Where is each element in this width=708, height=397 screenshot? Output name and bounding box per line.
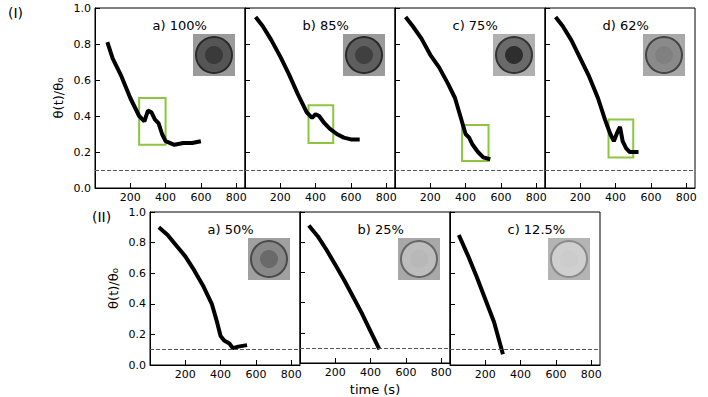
svg-text:(II): (II) <box>92 209 111 225</box>
svg-text:c) 12.5%: c) 12.5% <box>508 222 566 237</box>
svg-text:800: 800 <box>581 368 602 381</box>
svg-text:400: 400 <box>305 191 326 204</box>
svg-text:600: 600 <box>395 366 416 379</box>
svg-text:200: 200 <box>120 191 141 204</box>
svg-text:1.0: 1.0 <box>74 2 92 15</box>
svg-text:0.0: 0.0 <box>129 359 147 372</box>
svg-text:600: 600 <box>545 368 566 381</box>
svg-text:400: 400 <box>155 191 176 204</box>
svg-text:400: 400 <box>510 368 531 381</box>
svg-text:200: 200 <box>325 366 346 379</box>
svg-text:600: 600 <box>640 191 661 204</box>
svg-text:600: 600 <box>490 191 511 204</box>
svg-text:1.0: 1.0 <box>129 206 147 219</box>
svg-text:0.8: 0.8 <box>129 236 147 249</box>
svg-text:800: 800 <box>376 191 397 204</box>
svg-text:200: 200 <box>570 191 591 204</box>
svg-text:d) 62%: d) 62% <box>603 18 649 33</box>
svg-text:time (s): time (s) <box>350 382 400 397</box>
svg-text:a) 100%: a) 100% <box>153 18 207 33</box>
svg-text:400: 400 <box>455 191 476 204</box>
svg-text:400: 400 <box>360 366 381 379</box>
svg-text:800: 800 <box>226 191 247 204</box>
svg-text:a) 50%: a) 50% <box>208 222 254 237</box>
svg-text:θ(t)/θ₀: θ(t)/θ₀ <box>106 268 121 309</box>
svg-text:0.2: 0.2 <box>129 328 147 341</box>
svg-text:200: 200 <box>420 191 441 204</box>
svg-text:800: 800 <box>676 191 697 204</box>
svg-text:0.2: 0.2 <box>74 146 92 159</box>
svg-text:800: 800 <box>526 191 547 204</box>
svg-text:0.4: 0.4 <box>74 110 92 123</box>
svg-text:0.4: 0.4 <box>129 297 147 310</box>
svg-text:600: 600 <box>245 368 266 381</box>
svg-text:(I): (I) <box>8 5 23 21</box>
svg-text:200: 200 <box>270 191 291 204</box>
svg-text:800: 800 <box>281 368 302 381</box>
svg-text:0.6: 0.6 <box>74 74 92 87</box>
svg-text:400: 400 <box>210 368 231 381</box>
svg-text:b) 25%: b) 25% <box>358 222 404 237</box>
svg-text:0.6: 0.6 <box>129 267 147 280</box>
svg-text:600: 600 <box>190 191 211 204</box>
svg-text:400: 400 <box>605 191 626 204</box>
svg-text:θ(t)/θ₀: θ(t)/θ₀ <box>51 78 66 119</box>
svg-text:200: 200 <box>475 368 496 381</box>
svg-text:0.0: 0.0 <box>74 182 92 195</box>
svg-text:c) 75%: c) 75% <box>453 18 498 33</box>
svg-text:600: 600 <box>340 191 361 204</box>
svg-text:800: 800 <box>431 366 452 379</box>
svg-text:200: 200 <box>175 368 196 381</box>
svg-text:b) 85%: b) 85% <box>303 18 349 33</box>
svg-text:0.8: 0.8 <box>74 38 92 51</box>
